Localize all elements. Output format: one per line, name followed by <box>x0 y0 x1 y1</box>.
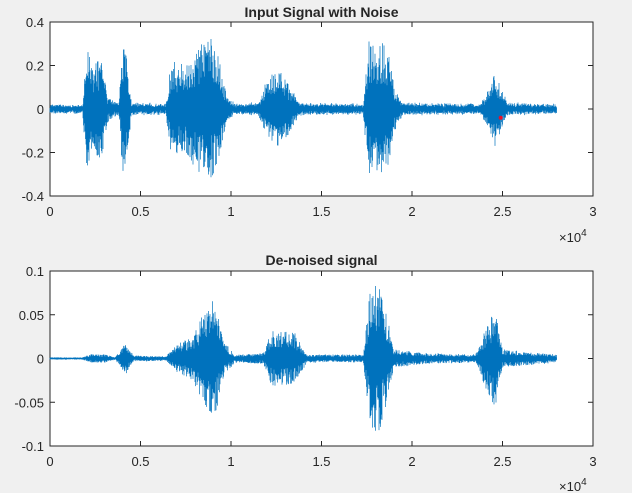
y-tick-label: 0.2 <box>26 59 44 74</box>
y-tick-label: 0.05 <box>19 308 44 323</box>
x-exponent-bottom: ×104 <box>559 477 587 493</box>
y-tick-label: -0.4 <box>22 189 44 204</box>
x-tick-label: 1 <box>227 454 234 469</box>
x-exponent-base-bottom: ×10 <box>559 479 581 493</box>
x-exponent-top: ×104 <box>559 228 587 245</box>
y-tick-label: 0.1 <box>26 264 44 279</box>
axes-bottom: De-noised signal 0 0.5 1 1.5 2 2.5 3-0.1-0.050… <box>14 252 596 493</box>
x-tick-label: 0.5 <box>131 204 149 219</box>
x-tick-label: 2.5 <box>493 454 511 469</box>
data-marker <box>498 115 503 120</box>
chart-title-bottom: De-noised signal <box>265 252 377 268</box>
y-tick-label: -0.2 <box>22 146 44 161</box>
x-tick-label: 1.5 <box>312 454 330 469</box>
axes-top: Input Signal with Noise 0 0.5 1 1.5 2 2.5 3 -0.… <box>22 4 597 245</box>
y-tick-label: 0 <box>37 352 44 367</box>
x-exponent-base-top: ×10 <box>559 230 581 245</box>
signal-top <box>49 38 557 178</box>
x-tick-label: 3 <box>589 454 596 469</box>
chart-title-top: Input Signal with Noise <box>245 4 399 20</box>
x-exponent-power-bottom: 4 <box>581 477 587 488</box>
y-tick-label: -0.05 <box>14 395 44 410</box>
x-tick-label: 0 <box>46 454 53 469</box>
ticks-bottom: 0 0.5 1 1.5 2 2.5 3 -0.1 -0.05 0 0.05 0.1 <box>14 264 596 469</box>
x-tick-label: 1.5 <box>312 204 330 219</box>
ticks-top: 0 0.5 1 1.5 2 2.5 3 -0.4 -0.2 0 0.2 0.4 <box>22 15 597 219</box>
x-tick-label: 0.5 <box>131 454 149 469</box>
x-tick-label: 3 <box>589 204 596 219</box>
x-tick-label: 0 <box>46 204 53 219</box>
signal-bottom <box>49 286 557 431</box>
x-exponent-power-top: 4 <box>581 228 587 239</box>
y-tick-label: 0.4 <box>26 15 44 30</box>
y-tick-label: -0.1 <box>22 439 44 454</box>
x-tick-label: 2 <box>408 204 415 219</box>
x-tick-label: 2 <box>408 454 415 469</box>
y-tick-label: 0 <box>37 102 44 117</box>
x-tick-label: 1 <box>227 204 234 219</box>
x-tick-label: 2.5 <box>493 204 511 219</box>
